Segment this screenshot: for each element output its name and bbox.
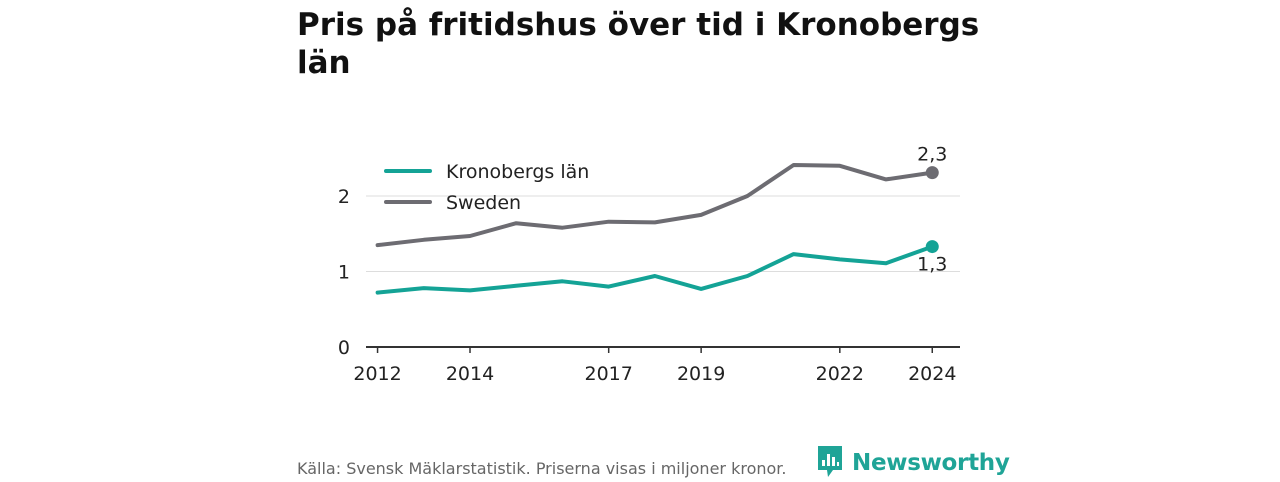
x-tick-label: 2014 [446, 363, 494, 385]
y-axis: 0 1 2 [338, 186, 350, 359]
series-lines: 2,3 1,3 [375, 144, 947, 295]
series-line [375, 163, 935, 248]
y-tick-label: 2 [338, 186, 350, 208]
newsworthy-logo-icon [816, 444, 844, 482]
x-tick-label: 2022 [816, 363, 864, 385]
line-chart: 0 1 2 2012 2014 2017 2019 2022 2024 2,3 1,3 Kron… [338, 144, 960, 385]
y-tick-label: 1 [338, 262, 350, 284]
legend-label: Sweden [446, 192, 521, 214]
brand-name: Newsworthy [852, 450, 1010, 476]
x-tick-label: 2012 [353, 363, 401, 385]
end-label: 2,3 [917, 144, 947, 166]
chart-title: Pris på fritidshus över tid i Kronobergs… [297, 7, 980, 81]
x-axis: 2012 2014 2017 2019 2022 2024 [353, 346, 960, 385]
x-tick-label: 2019 [677, 363, 725, 385]
x-tick-label: 2024 [908, 363, 956, 385]
x-tick-label: 2017 [585, 363, 633, 385]
end-point [925, 166, 939, 180]
grid [366, 195, 960, 272]
source-note: Källa: Svensk Mäklarstatistik. Priserna … [297, 459, 787, 478]
brand-logo: Newsworthy [816, 446, 1010, 480]
end-label: 1,3 [917, 254, 947, 276]
y-tick-label: 0 [338, 337, 350, 359]
legend: Kronobergs län Sweden [384, 161, 589, 214]
end-point [925, 240, 939, 254]
legend-label: Kronobergs län [446, 161, 589, 183]
series-line [375, 244, 935, 295]
